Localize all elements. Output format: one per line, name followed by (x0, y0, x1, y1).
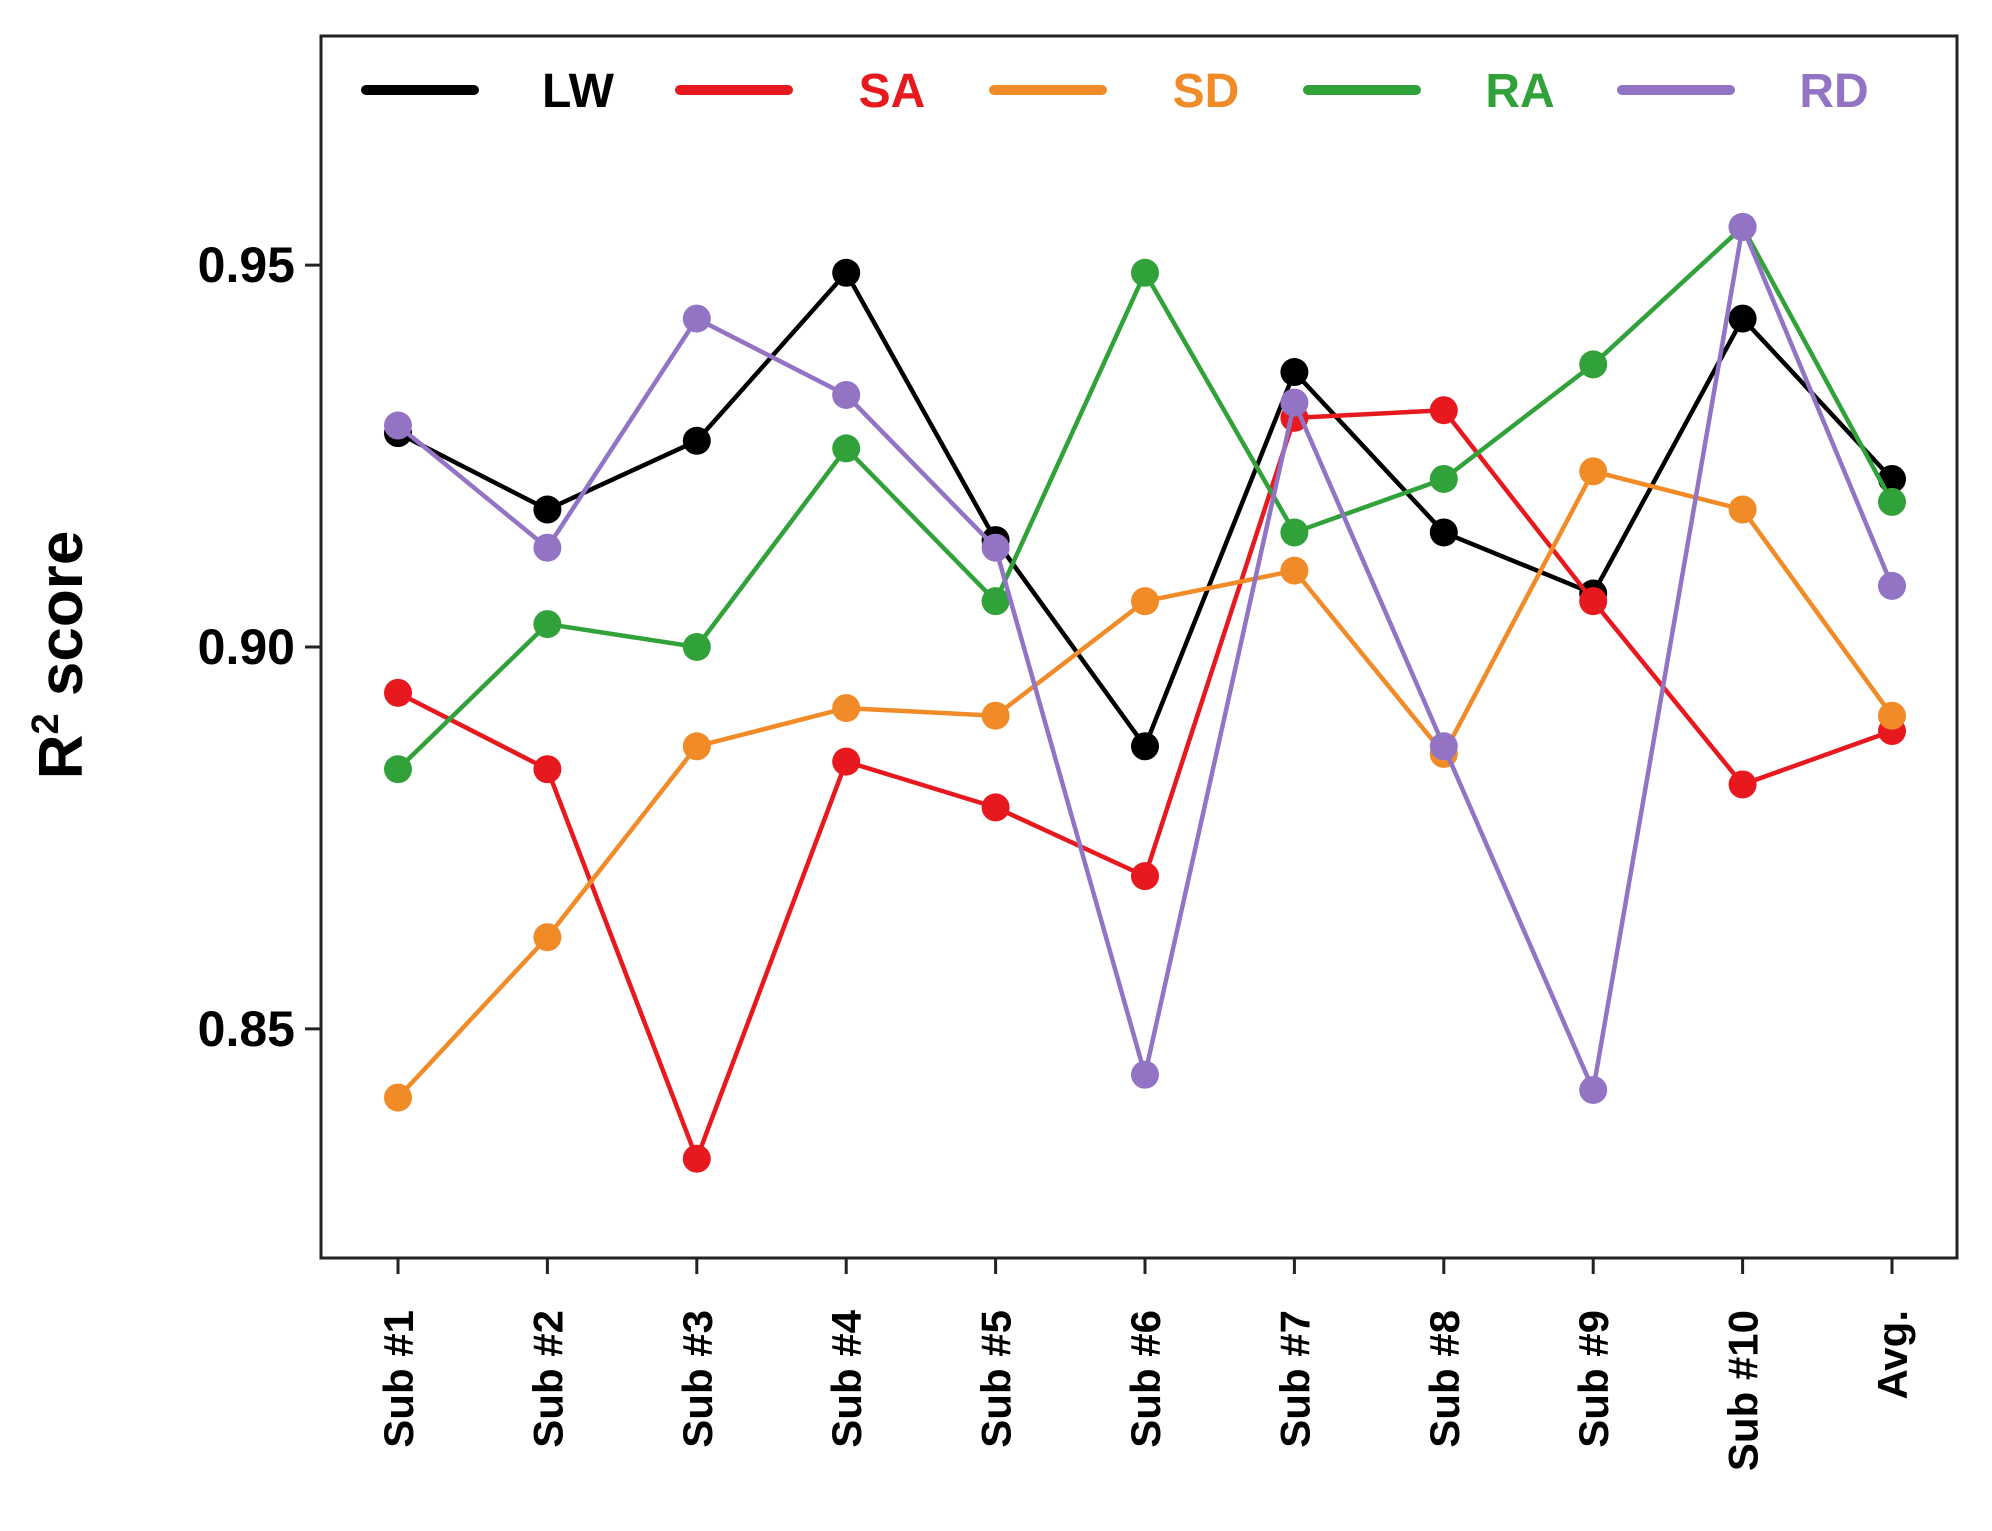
x-tick-label: Sub #8 (1421, 1310, 1468, 1448)
data-point-sd (1280, 556, 1309, 585)
data-point-sa (1579, 587, 1608, 616)
series-line-sd (396, 469, 1894, 1100)
legend-label-ra: RA (1485, 65, 1554, 118)
data-point-sd (384, 1083, 412, 1112)
data-point-ra (1280, 518, 1309, 547)
x-tick-label: Sub #5 (973, 1310, 1020, 1448)
data-point-ra (981, 587, 1010, 616)
data-point-rd (981, 533, 1010, 562)
data-point-sa (682, 1144, 711, 1173)
x-tick-label: Sub #4 (823, 1309, 870, 1447)
data-point-rd (384, 411, 412, 440)
x-tick-label: Sub #10 (1720, 1310, 1767, 1471)
x-tick-label: Sub #9 (1570, 1310, 1617, 1448)
y-tick-label: 0.90 (198, 619, 295, 675)
x-tick-label: Avg. (1869, 1310, 1916, 1399)
data-point-lw (1429, 518, 1458, 547)
x-tick-label: Sub #7 (1271, 1310, 1318, 1448)
y-tick-label: 0.85 (198, 1001, 295, 1057)
data-point-sd (832, 694, 861, 723)
y-axis-label: R2 score (25, 531, 96, 780)
data-point-sd (682, 732, 711, 761)
data-point-sa (384, 678, 412, 707)
data-point-sa (1131, 862, 1159, 891)
series-line-lw (396, 270, 1894, 749)
data-point-ra (1429, 464, 1458, 493)
series-ra (384, 212, 1906, 784)
legend: LW SA SD RA RD (361, 65, 1869, 118)
plot-frame (319, 34, 1959, 1260)
series-sd (384, 457, 1906, 1112)
series-lw (384, 258, 1906, 761)
x-tick-label: Sub #2 (524, 1310, 571, 1448)
data-point-sd (533, 923, 562, 952)
data-point-sd (1131, 587, 1159, 616)
data-point-lw (832, 258, 861, 287)
data-point-sa (832, 747, 861, 776)
data-point-rd (1878, 571, 1906, 600)
data-point-rd (1429, 732, 1458, 761)
data-point-lw (682, 426, 711, 455)
data-point-rd (832, 380, 861, 409)
data-point-ra (384, 755, 412, 784)
data-point-sa (1429, 396, 1458, 425)
data-point-rd (533, 533, 562, 562)
data-point-ra (1878, 487, 1906, 516)
data-point-lw (1280, 358, 1309, 387)
series-line-sa (396, 407, 1893, 1161)
data-point-sa (981, 793, 1010, 822)
x-tick-label: Sub #1 (375, 1310, 422, 1448)
data-point-ra (533, 610, 562, 639)
axis-ticks: 0.85 0.90 0.95 Sub #1 Sub #2 Sub #3 Sub #4 Sub … (198, 237, 1916, 1471)
series-sa (384, 396, 1906, 1173)
data-point-lw (533, 495, 562, 524)
data-point-sd (981, 701, 1010, 730)
data-point-rd (1131, 1060, 1159, 1089)
legend-label-rd: RD (1799, 65, 1868, 118)
series-rd (384, 212, 1906, 1104)
y-tick-label: 0.95 (198, 237, 295, 293)
x-tick-label: Sub #6 (1122, 1310, 1169, 1448)
x-tick-label: Sub #3 (674, 1310, 721, 1448)
data-point-rd (1728, 212, 1757, 241)
data-point-ra (682, 633, 711, 661)
data-point-ra (1131, 258, 1159, 287)
data-point-lw (1728, 304, 1757, 333)
data-point-sa (533, 755, 562, 784)
legend-label-sd: SD (1173, 65, 1240, 118)
data-point-rd (1280, 388, 1309, 417)
data-point-lw (1131, 732, 1159, 761)
data-point-rd (682, 304, 711, 333)
data-point-rd (1579, 1075, 1608, 1104)
data-point-sd (1579, 457, 1608, 486)
data-point-ra (1579, 350, 1608, 379)
legend-label-lw: LW (542, 65, 615, 118)
data-point-sd (1878, 701, 1906, 730)
data-point-sd (1728, 495, 1757, 524)
series-line-ra (396, 224, 1894, 771)
data-point-ra (832, 434, 861, 463)
series-group (384, 212, 1906, 1173)
data-point-sa (1728, 770, 1757, 799)
legend-label-sa: SA (859, 65, 926, 118)
